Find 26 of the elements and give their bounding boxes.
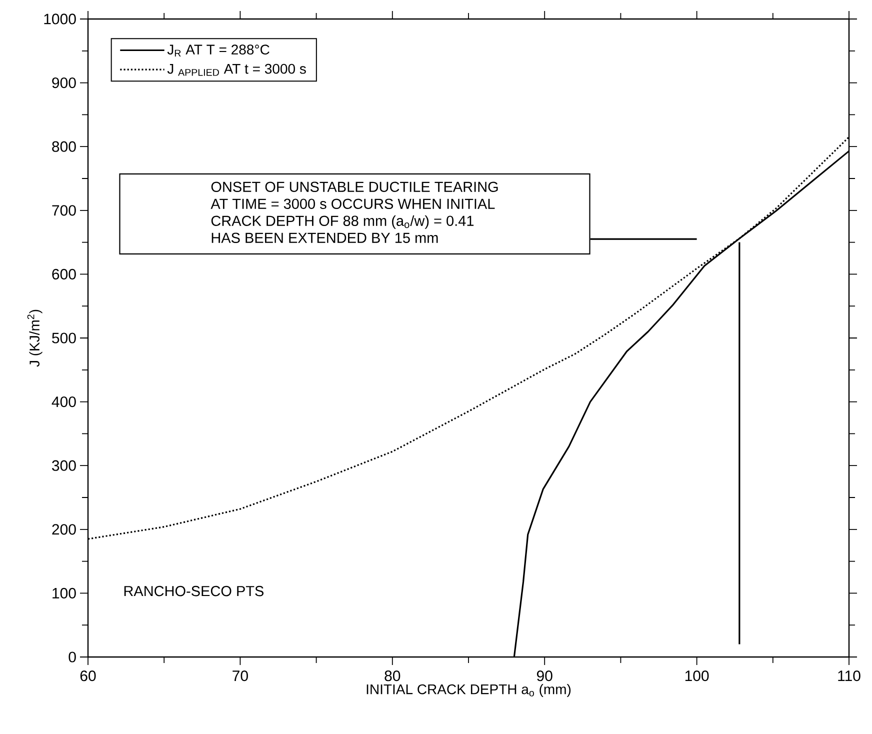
- annotation: HAS BEEN EXTENDED BY 15 mm: [212, 232, 438, 243]
- y-tick-label: 500: [52, 332, 76, 344]
- legend-label: J $_{APPLIED}$ AT t = 3000 s: [167, 64, 306, 76]
- y-tick-label: 700: [52, 205, 76, 216]
- x-tick-label: 100: [685, 670, 709, 682]
- annotation: RANCHO-SECO PTS: [124, 586, 264, 596]
- x-tick-label: 60: [80, 670, 96, 682]
- y-axis-title: J (KJ/m$^{2}$): [27, 310, 42, 367]
- legend-label: J$_{R}$ AT T = 288°C: [167, 44, 270, 57]
- y-tick-label: 200: [52, 524, 76, 535]
- y-tick-label: 400: [52, 396, 76, 408]
- annotation: AT TIME = 3000 s OCCURS WHEN INITIAL: [210, 198, 495, 209]
- annotation: CRACK DEPTH OF 88 mm (a$_{o}$/w) = 0.41: [211, 215, 474, 229]
- y-tick-label: 300: [52, 460, 76, 471]
- x-tick-label: 80: [384, 670, 400, 682]
- x-tick-label: 90: [536, 670, 552, 682]
- annotation: ONSET OF UNSTABLE DUCTILE TEARING: [211, 182, 498, 192]
- y-tick-label: 0: [68, 652, 76, 662]
- y-tick-label: 100: [52, 588, 76, 599]
- y-tick-label: 600: [52, 268, 76, 280]
- y-tick-label: 1000: [44, 14, 76, 24]
- y-tick-label: 800: [52, 141, 76, 152]
- x-tick-label: 70: [232, 670, 248, 682]
- x-tick-label: 110: [838, 670, 860, 682]
- x-axis-title: INITIAL CRACK DEPTH a$_{o}$ (mm): [366, 684, 571, 698]
- y-tick-label: 900: [52, 77, 76, 88]
